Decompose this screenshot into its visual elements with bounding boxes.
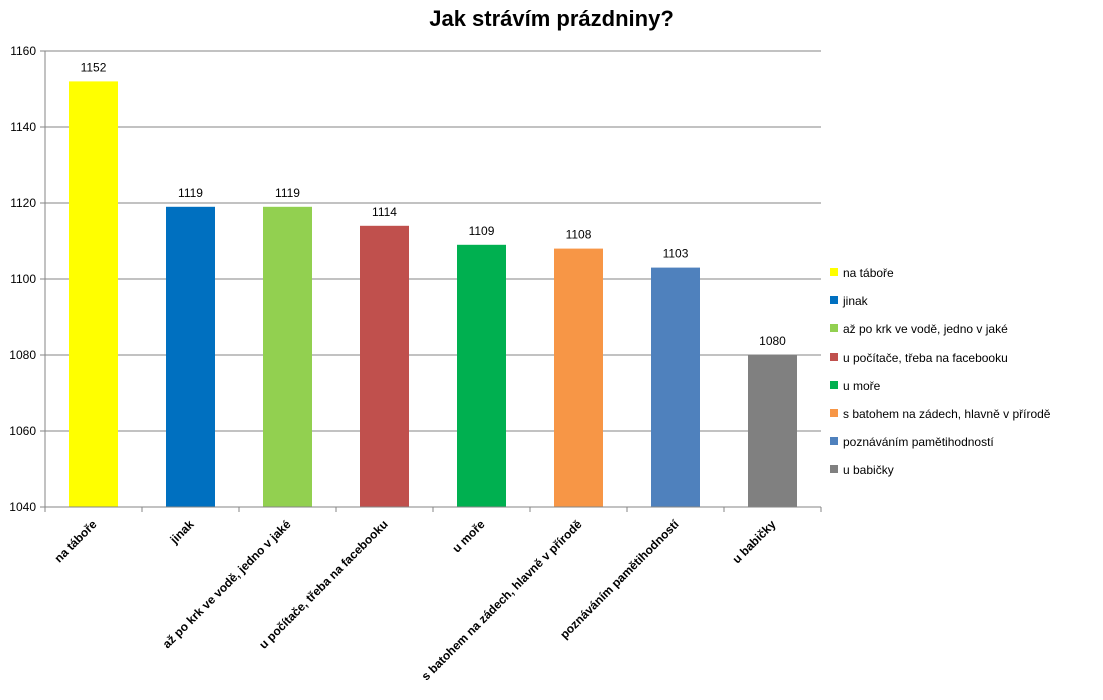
- gridlines: [45, 50, 821, 432]
- y-tick-label: 1100: [10, 272, 36, 286]
- legend-swatch: [830, 408, 838, 417]
- legend-label: poznáváním pamětihodností: [843, 435, 994, 450]
- y-tick-label: 1080: [9, 348, 36, 362]
- bar: [263, 206, 312, 508]
- legend-label: na táboře: [843, 266, 894, 280]
- data-labels: 1152 1119 1119 1114 1109 1108 1103 1080: [81, 60, 787, 348]
- y-tick-label: 1160: [10, 44, 36, 58]
- data-label: 1109: [469, 224, 495, 238]
- data-label: 1152: [81, 60, 107, 74]
- x-tick-label: s batohem na zádech, hlavně v přírodě: [419, 517, 585, 683]
- bar: [554, 248, 603, 507]
- bar: [651, 267, 700, 507]
- legend-swatch: [830, 437, 838, 446]
- data-label: 1103: [663, 247, 689, 261]
- data-label: 1119: [178, 186, 203, 200]
- data-label: 1114: [372, 205, 397, 219]
- x-tick-label: u babičky: [730, 517, 779, 566]
- x-tick-label: jinak: [167, 517, 197, 547]
- legend-label: s batohem na zádech, hlavně v přírodě: [843, 406, 1051, 421]
- x-tick-label: na táboře: [52, 517, 100, 565]
- data-label: 1108: [566, 228, 592, 242]
- y-tick-label: 1120: [10, 196, 36, 210]
- chart-title: Jak strávím prázdniny?: [429, 6, 674, 31]
- legend-label: u počítače, třeba na facebooku: [843, 350, 1008, 365]
- x-tick-label: u moře: [449, 517, 487, 555]
- bar: [457, 244, 506, 508]
- bars: [69, 81, 797, 508]
- legend-swatch: [830, 296, 838, 305]
- data-label: 1119: [275, 186, 300, 200]
- legend-label: až po krk ve vodě, jedno v jaké: [843, 322, 1008, 337]
- legend-swatch: [830, 380, 838, 389]
- y-tick-label: 1060: [9, 424, 36, 438]
- bar: [69, 81, 118, 508]
- legend-swatch: [830, 268, 838, 276]
- y-tick-label: 1140: [10, 120, 36, 134]
- bar: [166, 206, 215, 508]
- legend-swatch: [830, 352, 838, 361]
- legend-label: u babičky: [843, 463, 894, 478]
- bar: [360, 225, 409, 508]
- legend-swatch: [830, 324, 838, 333]
- legend-label: u moře: [843, 378, 881, 393]
- legend-swatch: [830, 465, 838, 474]
- legend-label: jinak: [843, 294, 868, 309]
- y-tick-label: 1040: [9, 500, 36, 514]
- bar: [748, 355, 797, 507]
- data-label: 1080: [759, 334, 786, 348]
